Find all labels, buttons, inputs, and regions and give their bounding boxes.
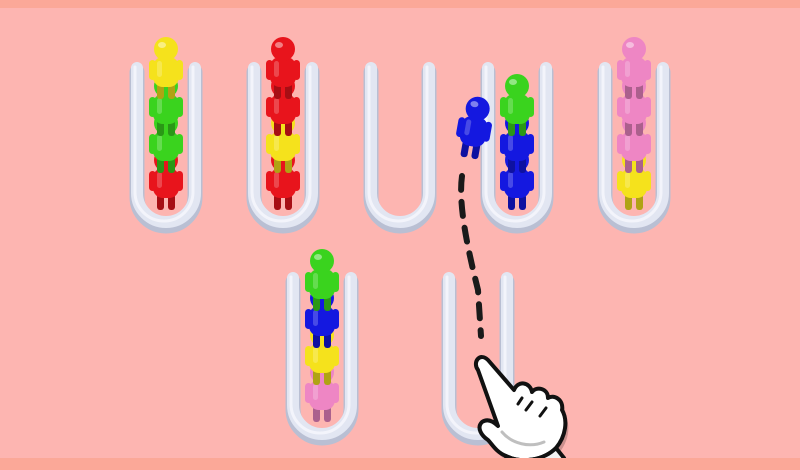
tube-5-person-4-pink bbox=[617, 37, 651, 99]
tube-3[interactable] bbox=[363, 62, 437, 234]
tube-6-person-4-green bbox=[305, 249, 339, 311]
bottom-band bbox=[0, 458, 800, 470]
moving-person-blue bbox=[456, 96, 492, 160]
tube-6[interactable] bbox=[285, 272, 359, 446]
tube-5[interactable] bbox=[597, 62, 671, 234]
dashed-path bbox=[458, 173, 484, 339]
tube-4[interactable] bbox=[480, 62, 554, 234]
tube-2-person-4-red bbox=[266, 37, 300, 99]
tube-1-person-4-yellow bbox=[149, 37, 183, 99]
tap-hand-icon bbox=[473, 355, 569, 470]
tube-4-person-3-green bbox=[500, 74, 534, 136]
tube-2[interactable] bbox=[246, 62, 320, 234]
tube-1[interactable] bbox=[129, 62, 203, 234]
top-band bbox=[0, 0, 800, 8]
